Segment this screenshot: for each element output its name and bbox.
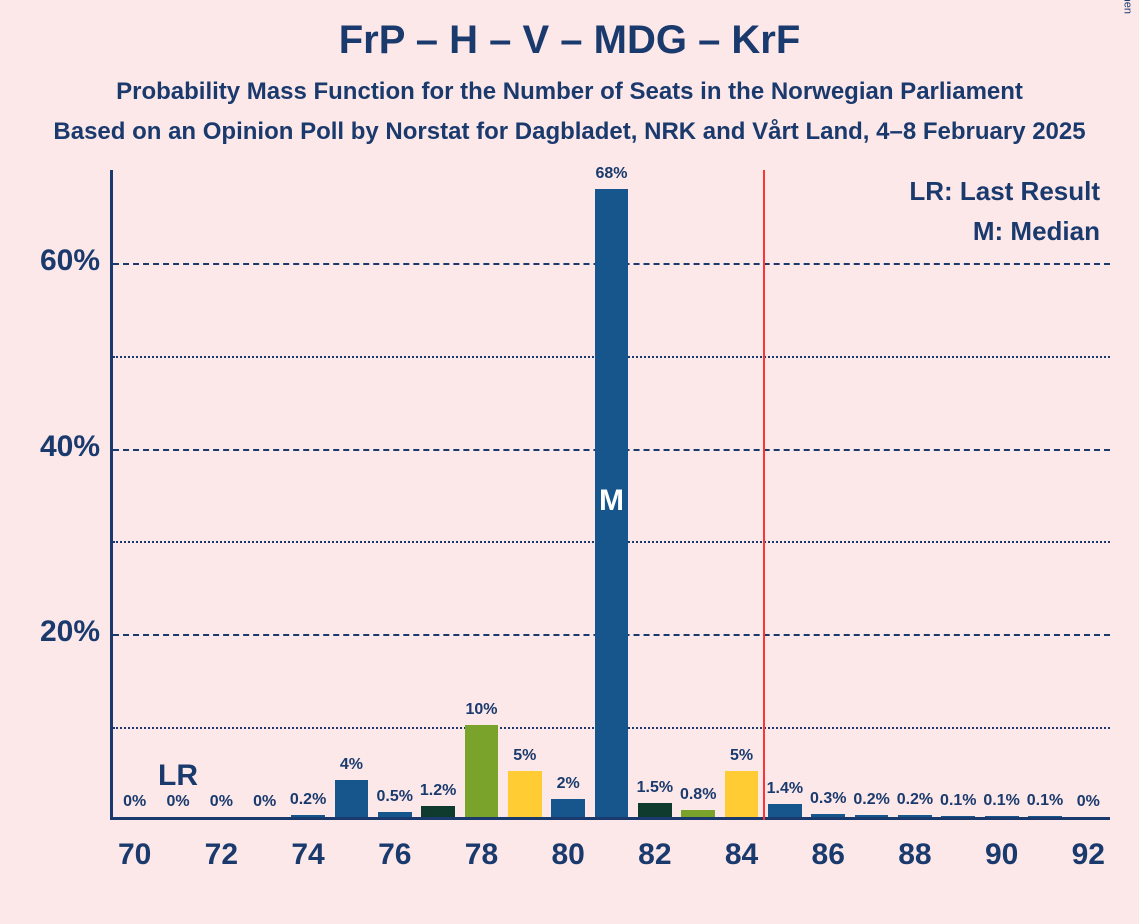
chart-subtitle-1: Probability Mass Function for the Number… [0,78,1139,106]
y-tick-label: 60% [10,244,100,278]
bar-value-label: 0.2% [278,791,338,809]
y-axis [110,170,113,820]
bar [508,771,542,817]
median-marker: M [595,484,629,518]
x-tick-label: 78 [460,838,503,872]
bar [551,799,585,817]
bar [898,815,932,817]
plot-area: 0%0%0%0%0.2%4%0.5%1.2%10%5%2%M68%1.5%0.8… [110,170,1110,820]
legend-lr: LR: Last Result [909,176,1100,207]
x-tick-label: 74 [286,838,329,872]
legend-m: M: Median [973,216,1100,247]
x-tick-label: 76 [373,838,416,872]
bar [768,804,802,817]
chart-subtitle-2: Based on an Opinion Poll by Norstat for … [0,118,1139,146]
x-tick-label: 90 [980,838,1023,872]
x-tick-label: 92 [1067,838,1110,872]
bar [421,806,455,817]
bar [465,725,499,817]
x-tick-label: 82 [633,838,676,872]
bar [985,816,1019,817]
bar [941,816,975,817]
bar-value-label: 0% [1058,793,1118,811]
x-tick-label: 72 [200,838,243,872]
bar-value-label: 68% [582,165,642,183]
bar-value-label: 5% [712,747,772,765]
y-tick-label: 20% [10,615,100,649]
bar [855,815,889,817]
chart-title: FrP – H – V – MDG – KrF [0,18,1139,63]
last-result-marker: LR [148,759,208,793]
bar-value-label: 2% [538,775,598,793]
x-tick-label: 70 [113,838,156,872]
bar-value-label: 5% [495,747,555,765]
bar [811,814,845,817]
bar-value-label: 4% [321,756,381,774]
bar [378,812,412,817]
bar [638,803,672,817]
x-tick-label: 86 [807,838,850,872]
bar [335,780,369,817]
bar-value-label: 1.2% [408,782,468,800]
x-tick-label: 80 [546,838,589,872]
x-tick-label: 88 [893,838,936,872]
majority-line [763,170,765,820]
bar [681,810,715,817]
bar-value-label: 10% [451,701,511,719]
bar-value-label: 0.8% [668,786,728,804]
y-tick-label: 40% [10,430,100,464]
x-axis [110,817,1110,820]
bar [1028,816,1062,817]
bar [291,815,325,817]
x-tick-label: 84 [720,838,763,872]
bar [725,771,759,817]
copyright-text: © 2025 Filip van Laenen [1121,0,1133,14]
